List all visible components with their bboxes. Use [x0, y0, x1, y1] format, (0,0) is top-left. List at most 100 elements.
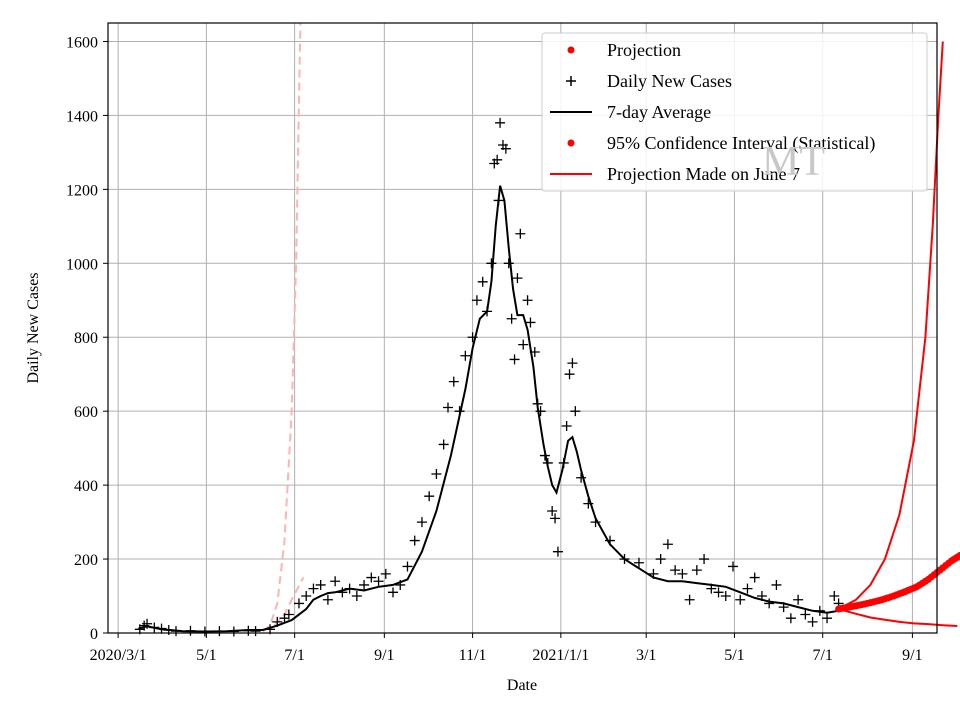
daily-cases-marker	[477, 276, 488, 287]
x-axis-label: Date	[507, 677, 537, 694]
daily-cases-marker	[550, 513, 561, 524]
daily-cases-marker	[684, 594, 695, 605]
daily-cases-marker	[402, 561, 413, 572]
legend-label: Daily New Cases	[607, 71, 732, 91]
daily-cases-marker	[515, 228, 526, 239]
y-tick-label: 200	[74, 552, 98, 569]
daily-cases-marker	[509, 354, 520, 365]
daily-cases-marker	[829, 591, 840, 602]
daily-cases-marker	[691, 565, 702, 576]
legend-marker-dot	[567, 139, 575, 147]
daily-cases-marker	[552, 546, 563, 557]
y-tick-label: 1400	[66, 108, 98, 125]
legend-label: 95% Confidence Interval (Statistical)	[607, 133, 875, 154]
daily-cases-marker	[359, 579, 370, 590]
daily-cases-marker	[380, 568, 391, 579]
daily-cases-marker	[416, 517, 427, 528]
legend-marker-dot	[567, 46, 575, 54]
daily-cases-marker	[366, 572, 377, 583]
plot-frame	[107, 22, 938, 634]
x-tick-label: 11/1	[459, 647, 487, 664]
y-tick-label: 400	[74, 478, 98, 495]
daily-cases-marker	[351, 591, 362, 602]
ci-lower-line	[838, 608, 958, 627]
y-axis-label: Daily New Cases	[25, 272, 42, 383]
legend-label: Projection	[607, 40, 681, 60]
daily-cases-marker	[442, 402, 453, 413]
x-tick-label: 9/1	[902, 647, 922, 664]
legend: Projection Daily New Cases 7-day Average 95…	[541, 32, 928, 192]
daily-cases-marker	[713, 587, 724, 598]
daily-cases-marker	[662, 539, 673, 550]
daily-cases-marker	[512, 273, 523, 284]
daily-cases-marker	[438, 439, 449, 450]
daily-cases-marker	[670, 565, 681, 576]
daily-cases-marker	[495, 117, 506, 128]
daily-cases-marker	[431, 469, 442, 480]
y-tick-label: 1200	[66, 182, 98, 199]
daily-cases-marker	[735, 594, 746, 605]
x-tick-label: 2020/3/1	[90, 647, 147, 664]
legend-box	[541, 32, 928, 192]
x-axis-ticks: 2020/3/1 5/1 7/1 9/1 11/1 2021/1/1 3/1 5/1 7/1 9/…	[90, 633, 923, 664]
daily-cases-marker	[525, 317, 536, 328]
y-tick-label: 1000	[66, 256, 98, 273]
daily-cases-marker	[424, 491, 435, 502]
daily-cases-marker	[301, 591, 312, 602]
daily-cases-marker	[699, 554, 710, 565]
y-tick-label: 1600	[66, 34, 98, 51]
daily-cases-marker	[749, 572, 760, 583]
daily-cases-marker	[655, 554, 666, 565]
watermark: MT	[762, 139, 825, 185]
daily-cases-marker	[800, 609, 811, 620]
daily-cases-marker	[720, 591, 731, 602]
daily-cases-marker	[564, 369, 575, 380]
daily-cases-marker	[315, 579, 326, 590]
early-projection-line	[262, 22, 302, 632]
x-tick-label: 7/1	[284, 647, 304, 664]
daily-cases-marker	[677, 568, 688, 579]
daily-cases-marker	[460, 350, 471, 361]
daily-cases-marker	[567, 358, 578, 369]
x-tick-label: 2021/1/1	[532, 647, 589, 664]
daily-cases-marker	[330, 576, 341, 587]
daily-cases-marker	[570, 406, 581, 417]
daily-cases-marker	[547, 506, 558, 516]
legend-marker-plus	[566, 76, 576, 86]
daily-cases-marker	[771, 579, 782, 590]
daily-cases-marker	[535, 406, 546, 417]
daily-cases-marker	[448, 376, 459, 387]
daily-cases-marker	[793, 594, 804, 605]
daily-cases-marker	[522, 295, 533, 306]
projection-dot	[956, 551, 960, 559]
daily-cases-marker	[337, 587, 348, 598]
daily-cases-marker	[293, 598, 304, 609]
daily-cases-marker	[471, 295, 482, 306]
legend-label: 7-day Average	[607, 102, 711, 122]
seven-day-average	[138, 185, 839, 633]
daily-cases-marker	[807, 616, 818, 627]
x-tick-label: 5/1	[196, 647, 216, 664]
x-tick-label: 9/1	[374, 647, 394, 664]
y-tick-label: 800	[74, 330, 98, 347]
y-tick-label: 600	[74, 404, 98, 421]
daily-cases-marker	[561, 420, 572, 431]
legend-label: Projection Made on June 7	[607, 164, 800, 184]
daily-cases-marker	[388, 587, 399, 598]
daily-cases-marker	[373, 576, 384, 587]
confidence-interval	[838, 41, 958, 627]
x-tick-label: 7/1	[812, 647, 832, 664]
daily-cases-marker	[250, 626, 261, 637]
x-tick-label: 3/1	[636, 647, 656, 664]
y-tick-label: 0	[90, 626, 98, 643]
daily-cases-marker	[764, 598, 775, 609]
daily-cases-marker	[283, 609, 294, 620]
daily-cases-marker	[728, 561, 739, 572]
daily-cases-marker	[633, 557, 644, 568]
daily-cases-marker	[503, 258, 514, 269]
daily-cases-marker	[506, 313, 517, 324]
daily-cases-marker	[492, 154, 503, 165]
projection-dots	[835, 551, 960, 613]
